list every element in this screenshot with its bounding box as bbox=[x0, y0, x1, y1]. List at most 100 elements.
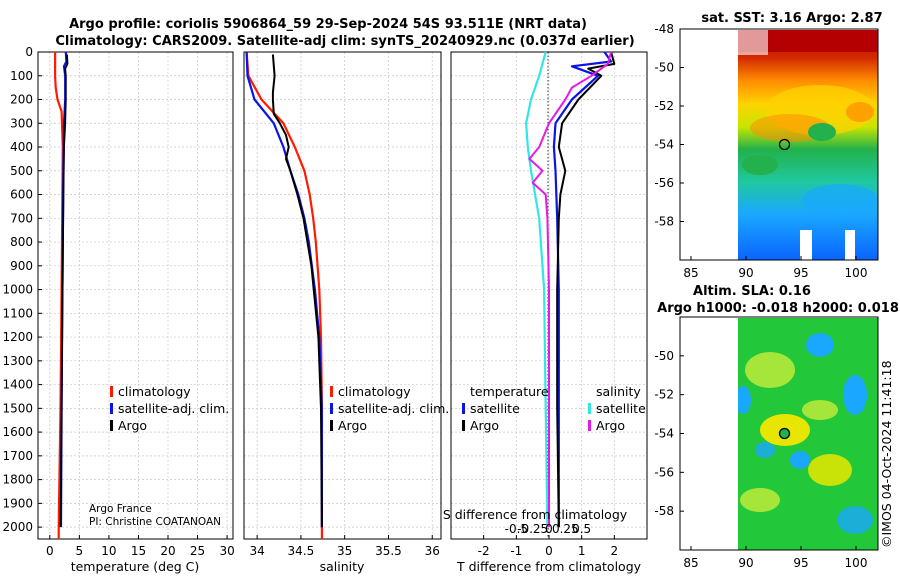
sla-low-eddy bbox=[806, 333, 834, 357]
sst-gradient bbox=[738, 30, 878, 260]
sla-anomaly bbox=[740, 488, 780, 512]
sla-anomaly bbox=[745, 352, 795, 388]
map-y-tick-label: -58 bbox=[654, 215, 674, 229]
series-line-temperature-argo bbox=[556, 51, 616, 528]
map-y-tick-label: -48 bbox=[654, 22, 674, 36]
legend-argo-swatch bbox=[110, 420, 113, 431]
x-tick-label: 20 bbox=[160, 544, 175, 558]
sla-map-title-line1: Altim. SLA: 0.16 bbox=[693, 284, 811, 299]
y-tick-label: 100 bbox=[10, 69, 33, 83]
y-tick-label: 1900 bbox=[2, 496, 33, 510]
x-tick-label: 34 bbox=[249, 544, 264, 558]
temperature-panel: 0 5 10 15 20 25 30 0 100 200 300 400 500 600 700 800 90… bbox=[2, 45, 234, 574]
series-line-salinity-argo bbox=[528, 51, 613, 528]
difference-panel: -2 -1 0 1 2 -0.5-0.250 0.250.5 T difference f… bbox=[443, 51, 648, 574]
x-tick-label: 35.5 bbox=[375, 544, 402, 558]
top-tick-label: -0.5 bbox=[505, 522, 528, 536]
x-tick-label: 34.5 bbox=[288, 544, 315, 558]
map-y-tick-label: -50 bbox=[654, 61, 674, 75]
y-tick-label: 800 bbox=[10, 235, 33, 249]
legend-argo-label: Argo bbox=[338, 418, 367, 433]
top-tick-label: 0.25 bbox=[552, 522, 579, 536]
x-tick-label: 1 bbox=[578, 544, 586, 558]
x-tick-label: 0 bbox=[46, 544, 54, 558]
legend-argo-label: Argo bbox=[118, 418, 147, 433]
temperature-axes-frame bbox=[37, 51, 234, 540]
legend-salinity-title: salinity bbox=[596, 384, 641, 399]
legend-temp-argo-swatch bbox=[462, 420, 465, 431]
y-tick-label: 1400 bbox=[2, 378, 33, 392]
series-line-argo bbox=[59, 54, 69, 528]
map-y-tick-label: -54 bbox=[654, 427, 674, 441]
legend-climatology-swatch bbox=[110, 386, 113, 397]
salinity-axes-frame bbox=[243, 51, 442, 540]
x-tick-label: -2 bbox=[478, 544, 490, 558]
sst-warm-patch bbox=[846, 102, 874, 122]
sla-high-anomaly bbox=[808, 454, 852, 486]
imos-watermark: ©IMOS 04-Oct-2024 11:41:18 bbox=[879, 360, 894, 548]
y-tick-label: 1800 bbox=[2, 473, 33, 487]
sst-field bbox=[738, 30, 878, 260]
credit-institution: Argo France bbox=[89, 503, 152, 515]
y-tick-label: 1300 bbox=[2, 354, 33, 368]
x-tick-label: 5 bbox=[76, 544, 84, 558]
legend-temp-satellite-swatch bbox=[462, 403, 465, 414]
legend-temp-argo-label: Argo bbox=[470, 418, 499, 433]
series-line-climatology bbox=[245, 51, 323, 539]
map-x-tick-label: 100 bbox=[845, 556, 868, 570]
y-tick-label: 900 bbox=[10, 259, 33, 273]
sla-map-panel: Altim. SLA: 0.16 Argo h1000: -0.018 h200… bbox=[654, 284, 898, 570]
temperature-xlabel: temperature (deg C) bbox=[71, 559, 200, 574]
map-y-tick-label: -56 bbox=[654, 465, 674, 479]
y-tick-label: 1500 bbox=[2, 401, 33, 415]
y-tick-label: 1100 bbox=[2, 306, 33, 320]
sla-anomaly bbox=[802, 400, 838, 420]
map-x-tick-label: 95 bbox=[793, 556, 808, 570]
x-tick-label: 36 bbox=[425, 544, 440, 558]
legend-climatology-swatch bbox=[330, 386, 333, 397]
x-tick-label: 10 bbox=[101, 544, 116, 558]
sla-argo-marker bbox=[778, 427, 791, 440]
figure-title-line2: Climatology: CARS2009. Satellite-adj cli… bbox=[55, 34, 634, 49]
top-tick-label: 0 bbox=[545, 522, 553, 536]
sst-data-gap bbox=[800, 230, 812, 260]
x-tick-label: 25 bbox=[190, 544, 205, 558]
sla-low-eddy bbox=[843, 375, 867, 415]
map-x-tick-label: 90 bbox=[738, 266, 753, 280]
figure-title-line1: Argo profile: coriolis 5906864_59 29-Sep… bbox=[69, 17, 587, 32]
legend-satellite-swatch bbox=[330, 403, 333, 414]
map-x-tick-label: 90 bbox=[738, 556, 753, 570]
sst-map-panel: sat. SST: 3.16 Argo: 2.87 85 90 95 100 -48 -… bbox=[654, 11, 882, 280]
difference-top-label: S difference from climatology bbox=[443, 507, 628, 522]
y-tick-label: 1200 bbox=[2, 330, 33, 344]
top-tick-label: 0.5 bbox=[572, 522, 591, 536]
sst-cool-patch bbox=[802, 184, 878, 216]
y-tick-label: 2000 bbox=[2, 520, 33, 534]
difference-legend: temperature satellite Argo salinity sate… bbox=[462, 384, 646, 433]
sst-land-mask bbox=[738, 30, 768, 55]
temperature-legend: climatology satellite-adj. clim. Argo bbox=[110, 384, 229, 433]
x-tick-label: 15 bbox=[131, 544, 146, 558]
x-tick-label: 0 bbox=[545, 544, 553, 558]
sla-map-title-line2: Argo h1000: -0.018 h2000: 0.018 bbox=[657, 301, 899, 316]
sst-data-gap bbox=[845, 230, 855, 260]
y-tick-label: 400 bbox=[10, 140, 33, 154]
y-tick-label: 600 bbox=[10, 188, 33, 202]
sla-low-eddy bbox=[837, 506, 873, 534]
top-tick-label: -0.25 bbox=[517, 522, 548, 536]
series-line-temperature-satellite bbox=[552, 51, 613, 528]
x-tick-label: -1 bbox=[510, 544, 522, 558]
legend-climatology-label: climatology bbox=[338, 384, 411, 399]
credit-pi: PI: Christine COATANOAN bbox=[89, 516, 221, 528]
difference-xlabel: T difference from climatology bbox=[456, 559, 642, 574]
y-tick-label: 1700 bbox=[2, 449, 33, 463]
y-tick-label: 1000 bbox=[2, 283, 33, 297]
map-y-tick-label: -52 bbox=[654, 99, 674, 113]
y-tick-label: 300 bbox=[10, 116, 33, 130]
legend-climatology-label: climatology bbox=[118, 384, 191, 399]
legend-satellite-label: satellite-adj. clim. bbox=[118, 401, 229, 416]
legend-temp-satellite-label: satellite bbox=[470, 401, 520, 416]
legend-sal-argo-label: Argo bbox=[596, 418, 625, 433]
y-tick-label: 500 bbox=[10, 164, 33, 178]
